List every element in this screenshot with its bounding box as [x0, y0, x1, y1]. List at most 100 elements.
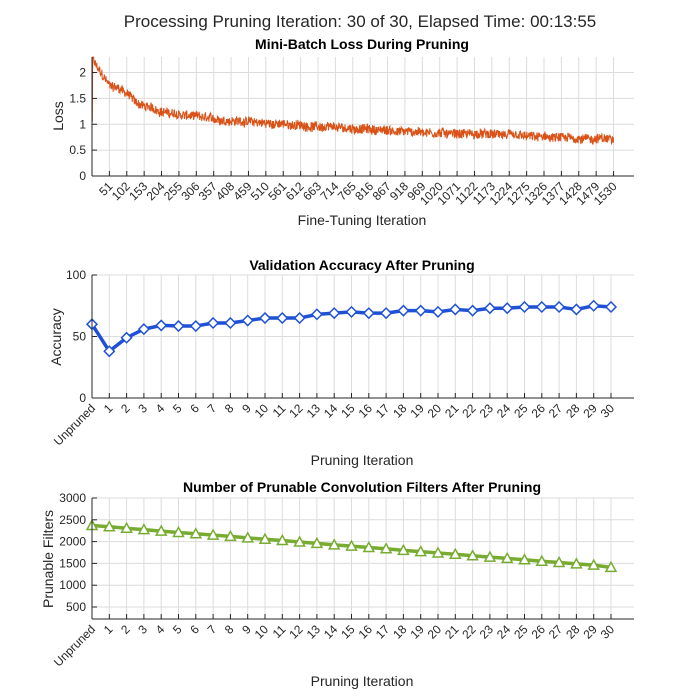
y-tick-label: 2500 — [59, 513, 86, 527]
accuracy-chart-plot — [85, 299, 618, 358]
x-tick-label: 10 — [252, 622, 272, 642]
loss-chart-xlabel: Fine-Tuning Iteration — [298, 212, 427, 228]
accuracy-chart-title: Validation Accuracy After Pruning — [249, 257, 474, 273]
accuracy-marker — [189, 319, 202, 333]
accuracy-chart-ylabel: Accuracy — [48, 308, 64, 366]
y-tick-label: 1.5 — [69, 91, 86, 105]
accuracy-marker — [310, 308, 323, 321]
x-tick-label: Unpruned — [51, 401, 98, 448]
accuracy-marker — [137, 323, 150, 336]
filters-marker — [258, 532, 272, 544]
y-tick-label: 1000 — [59, 578, 86, 592]
accuracy-marker — [449, 303, 462, 316]
accuracy-marker — [501, 302, 514, 315]
loss-chart-title: Mini-Batch Loss During Pruning — [255, 36, 469, 52]
accuracy-marker — [518, 300, 531, 314]
x-tick-label: 7 — [205, 622, 220, 637]
filters-marker — [518, 553, 531, 565]
filters-chart: Number of Prunable Convolution Filters A… — [40, 479, 634, 689]
y-tick-label: 1 — [79, 117, 86, 131]
accuracy-marker — [120, 331, 133, 344]
x-tick-label: 3 — [135, 401, 150, 416]
y-tick-label: 500 — [66, 600, 86, 614]
filters-chart-x-ticks: Unpruned 1 2 3 4 5 6 7 8 910111213141516171819202… — [51, 622, 617, 669]
filters-chart-axes — [91, 497, 634, 620]
filters-chart-xlabel: Pruning Iteration — [311, 673, 414, 689]
filters-marker — [379, 542, 393, 554]
x-tick-label: 9 — [239, 401, 254, 416]
x-tick-label: 2 — [118, 401, 133, 416]
accuracy-marker — [345, 305, 358, 318]
accuracy-marker — [431, 305, 445, 318]
x-tick-label: 4 — [153, 622, 168, 637]
filters-marker — [587, 558, 600, 570]
y-tick-label: 1500 — [59, 556, 86, 570]
x-tick-label: 5 — [170, 401, 185, 416]
filters-marker — [345, 539, 358, 551]
y-tick-label: 2000 — [59, 535, 86, 549]
filters-marker — [431, 546, 445, 558]
filters-marker — [552, 555, 566, 568]
y-tick-label: 100 — [66, 268, 86, 282]
filters-chart-grid — [91, 497, 634, 619]
filters-marker — [276, 533, 289, 546]
accuracy-chart-x-ticks: Unpruned 1 2 3 4 5 6 7 8 910111213141516171819202… — [51, 401, 617, 448]
filters-marker — [483, 550, 497, 562]
accuracy-marker — [466, 304, 479, 317]
x-tick-label: 30 — [598, 622, 618, 642]
accuracy-chart-y-ticks: 0 50 100 — [66, 268, 86, 405]
x-tick-label: 4 — [153, 401, 168, 416]
loss-chart-x-ticks: 5110215320425530635740845951056161266371… — [96, 179, 620, 208]
loss-line — [91, 56, 615, 146]
x-tick-label: 8 — [222, 622, 237, 637]
filters-chart-plot — [85, 518, 618, 573]
accuracy-marker — [570, 303, 583, 316]
accuracy-marker — [604, 300, 618, 314]
x-tick-label: 10 — [252, 401, 272, 421]
accuracy-chart: Validation Accuracy After Pruning Unprun… — [48, 257, 634, 468]
accuracy-marker — [380, 307, 393, 320]
y-tick-label: 0 — [79, 391, 86, 405]
accuracy-marker — [553, 300, 566, 314]
accuracy-marker — [207, 316, 220, 330]
filters-marker — [137, 523, 151, 535]
x-tick-label: 2 — [118, 622, 133, 637]
filters-marker — [535, 554, 549, 566]
accuracy-marker — [362, 307, 375, 320]
accuracy-marker — [241, 314, 254, 327]
x-tick-label: 9 — [239, 622, 254, 637]
accuracy-marker — [587, 299, 600, 312]
accuracy-marker — [276, 311, 289, 325]
filters-marker — [241, 531, 254, 543]
x-tick-label: 7 — [205, 401, 220, 416]
y-tick-label: 2 — [79, 66, 86, 80]
accuracy-marker — [258, 311, 272, 325]
x-tick-label: 6 — [187, 622, 202, 637]
accuracy-chart-axes — [91, 274, 634, 399]
loss-chart-axes — [91, 57, 634, 177]
accuracy-chart-grid — [91, 274, 634, 399]
accuracy-marker — [172, 319, 185, 333]
filters-marker — [154, 524, 168, 536]
filters-marker — [397, 543, 410, 556]
x-tick-label: Unpruned — [51, 622, 98, 669]
x-tick-label: 3 — [135, 622, 150, 637]
x-tick-label: 6 — [187, 401, 202, 416]
filters-marker — [362, 540, 376, 553]
accuracy-marker — [293, 311, 306, 325]
filters-marker — [103, 520, 116, 532]
filters-chart-ylabel: Prunable Filters — [40, 510, 56, 608]
filters-marker — [604, 560, 618, 573]
filters-chart-y-ticks: 500 1000 1500 2000 2500 3000 — [59, 491, 86, 614]
accuracy-marker — [483, 302, 496, 315]
loss-chart-y-ticks: 0 0.5 1 1.5 2 — [69, 66, 86, 183]
filters-marker — [120, 521, 133, 534]
loss-chart: Mini-Batch Loss During Pruning 511021532… — [50, 36, 634, 228]
filters-marker — [224, 529, 237, 542]
x-tick-label: 1 — [101, 622, 116, 637]
filters-marker — [414, 545, 427, 557]
accuracy-marker — [224, 316, 237, 330]
x-tick-label: 8 — [222, 401, 237, 416]
filters-marker — [466, 549, 479, 561]
